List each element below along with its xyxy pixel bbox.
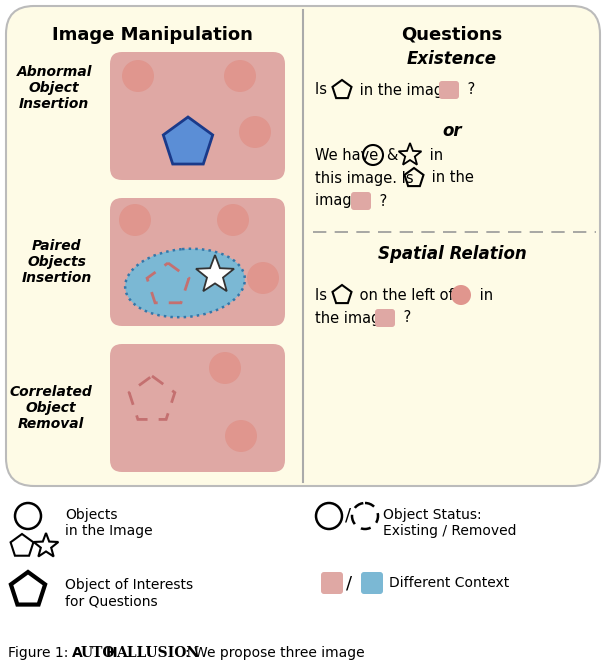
Circle shape (119, 204, 151, 236)
Text: ?: ? (463, 83, 475, 97)
Text: the image: the image (315, 310, 394, 326)
Text: Figure 1:: Figure 1: (8, 646, 73, 660)
Text: Objects
in the Image: Objects in the Image (65, 508, 153, 538)
Circle shape (224, 60, 256, 92)
Text: H: H (106, 646, 118, 660)
Circle shape (209, 352, 241, 384)
Text: Different Context: Different Context (389, 576, 509, 590)
Circle shape (217, 204, 249, 236)
FancyBboxPatch shape (110, 52, 285, 180)
FancyBboxPatch shape (361, 572, 383, 594)
Circle shape (451, 285, 471, 305)
Text: /: / (346, 574, 358, 592)
Text: image: image (315, 193, 365, 209)
Text: Is: Is (315, 287, 331, 303)
FancyBboxPatch shape (110, 344, 285, 472)
FancyBboxPatch shape (110, 198, 285, 326)
Polygon shape (163, 117, 213, 164)
FancyBboxPatch shape (6, 6, 600, 486)
Text: ?: ? (399, 310, 411, 326)
Text: Existence: Existence (407, 50, 497, 68)
Text: this image. Is: this image. Is (315, 171, 418, 185)
Text: /: / (345, 507, 357, 525)
Text: Is: Is (315, 83, 331, 97)
Circle shape (225, 420, 257, 452)
FancyBboxPatch shape (375, 309, 395, 327)
Text: Object of Interests
for Questions: Object of Interests for Questions (65, 578, 193, 608)
Text: &: & (387, 148, 403, 162)
Text: Paired
Objects
Insertion: Paired Objects Insertion (22, 239, 92, 285)
Circle shape (239, 116, 271, 148)
Text: Spatial Relation: Spatial Relation (378, 245, 527, 263)
Text: in the: in the (427, 171, 474, 185)
Text: We have: We have (315, 148, 383, 162)
Text: : We propose three image: : We propose three image (185, 646, 365, 660)
Text: Questions: Questions (401, 26, 502, 44)
Text: Abnormal
Object
Insertion: Abnormal Object Insertion (16, 65, 92, 111)
Text: Correlated
Object
Removal: Correlated Object Removal (9, 385, 92, 431)
Polygon shape (129, 376, 175, 420)
Text: ALLUSION: ALLUSION (116, 646, 199, 660)
Text: in the image: in the image (355, 83, 457, 97)
Text: in: in (475, 287, 493, 303)
Text: Image Manipulation: Image Manipulation (52, 26, 253, 44)
Text: or: or (442, 122, 462, 140)
FancyBboxPatch shape (351, 192, 371, 210)
Text: UTO: UTO (81, 646, 116, 660)
Polygon shape (196, 255, 234, 291)
Text: A: A (72, 646, 83, 660)
Text: ?: ? (375, 193, 387, 209)
FancyBboxPatch shape (321, 572, 343, 594)
Text: on the left of: on the left of (355, 287, 458, 303)
Circle shape (247, 262, 279, 294)
Ellipse shape (125, 249, 245, 317)
Text: in: in (425, 148, 443, 162)
FancyBboxPatch shape (439, 81, 459, 99)
Circle shape (122, 60, 154, 92)
Text: Object Status:
Existing / Removed: Object Status: Existing / Removed (383, 508, 516, 538)
